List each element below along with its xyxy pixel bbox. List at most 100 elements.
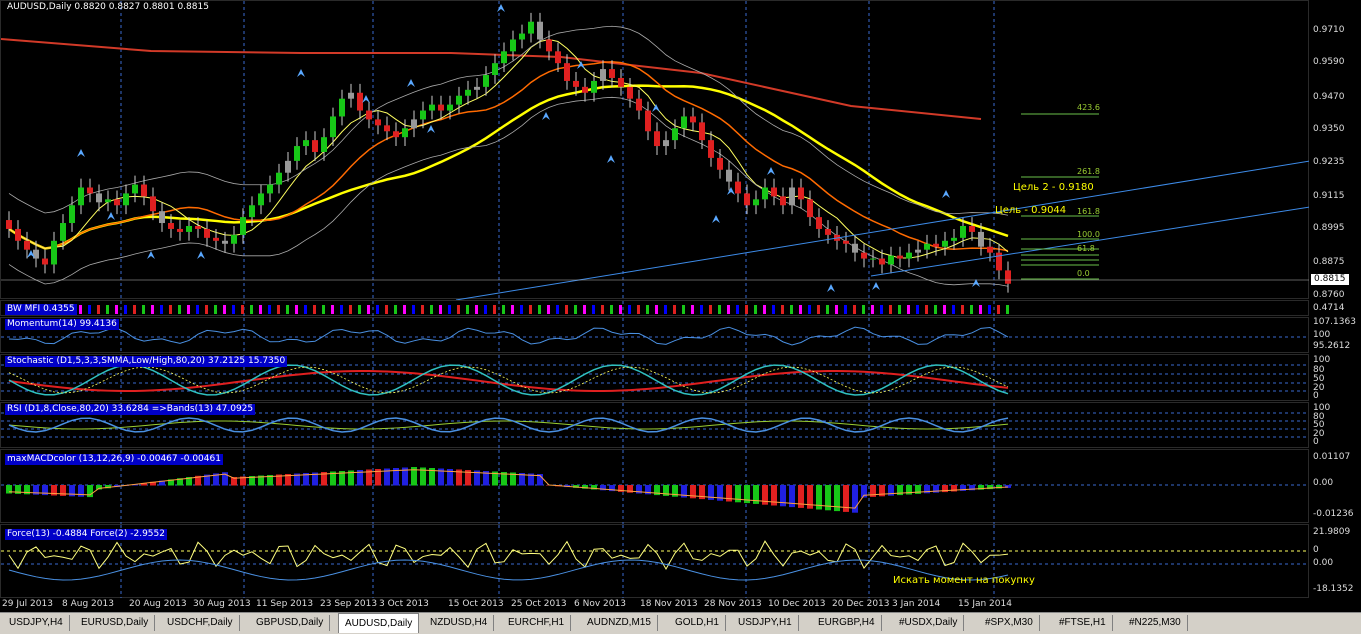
fib-261: 261.8: [1077, 167, 1100, 176]
mfi-bar: [205, 305, 208, 314]
mfi-pane[interactable]: BW MFI 0.4355: [0, 300, 1309, 317]
macd-bar: [834, 485, 840, 512]
macd-bar: [42, 485, 48, 496]
macd-pane[interactable]: maxMACDcolor (13,12,26,9) -0.00467 -0.00…: [0, 449, 1310, 524]
mfi-bar: [817, 305, 820, 314]
macd-bar: [609, 485, 615, 492]
candle-body: [393, 131, 399, 138]
macd-bar: [357, 470, 363, 486]
fractal-arrow-icon: [197, 251, 205, 259]
time-label: 28 Nov 2013: [704, 599, 762, 609]
tab--spx-m30[interactable]: #SPX,M30: [979, 615, 1040, 631]
mfi-bar: [538, 305, 541, 314]
candle-body: [582, 86, 588, 93]
mfi-bar: [673, 305, 676, 314]
mfi-bar: [322, 305, 325, 314]
candle-body: [447, 104, 453, 111]
tab-audusd-daily[interactable]: AUDUSD,Daily: [338, 613, 420, 633]
macd-bar: [789, 485, 795, 508]
rsi-tick: 100: [1313, 403, 1331, 413]
trendline: [870, 206, 1310, 277]
time-axis[interactable]: 29 Jul 2013 8 Aug 2013 20 Aug 2013 30 Aug 2…: [0, 598, 1361, 612]
candle-body: [870, 258, 876, 260]
mfi-bar: [88, 305, 91, 314]
macd-bar: [33, 485, 39, 495]
mfi-bar: [547, 305, 550, 314]
price-axis[interactable]: 0.9710 0.9590 0.9470 0.9350 0.9235 0.911…: [1309, 0, 1361, 300]
macd-bar: [393, 468, 399, 486]
macd-bar: [6, 485, 12, 494]
mfi-bar: [583, 305, 586, 314]
fib-0: 0.0: [1077, 269, 1090, 278]
candle-body: [312, 140, 318, 152]
fractal-arrow-icon: [727, 187, 735, 195]
tab-audnzd-m15[interactable]: AUDNZD,M15: [581, 615, 658, 631]
macd-tick: 0.00: [1313, 478, 1334, 488]
mfi-bar: [979, 305, 982, 314]
macd-bar: [159, 480, 165, 486]
candle-body: [636, 98, 642, 111]
stoch-tick: 50: [1313, 374, 1325, 384]
candle-body: [987, 246, 993, 253]
tab-usdchf-daily[interactable]: USDCHF,Daily: [161, 615, 240, 631]
tab-eurusd-daily[interactable]: EURUSD,Daily: [75, 615, 156, 631]
momentum-label: Momentum(14) 99.4136: [5, 319, 119, 330]
price-tick: 0.9590: [1313, 57, 1345, 67]
time-label: 6 Nov 2013: [574, 599, 626, 609]
mfi-bar: [700, 305, 703, 314]
fractal-arrow-icon: [942, 190, 950, 198]
fractal-arrow-icon: [972, 279, 980, 287]
tab-usdjpy-h4[interactable]: USDJPY,H4: [3, 615, 70, 631]
force-pane[interactable]: Force(13) -0.4884 Force(2) -2.9552 Искат…: [0, 524, 1310, 599]
time-label: 23 Sep 2013: [320, 599, 378, 609]
mfi-bar: [610, 305, 613, 314]
candle-body: [15, 228, 21, 241]
force-tick: -18.1352: [1313, 584, 1354, 594]
mfi-bar: [745, 305, 748, 314]
macd-bar: [969, 485, 975, 491]
tab-eurchf-h1[interactable]: EURCHF,H1: [502, 615, 572, 631]
fractal-arrow-icon: [542, 112, 550, 120]
mfi-bar: [421, 305, 424, 314]
fib-161: 161.8: [1077, 207, 1100, 216]
candle-body: [285, 160, 291, 173]
mfi-bar: [862, 305, 865, 314]
ma-200-line: [1, 38, 982, 120]
stochastic-pane[interactable]: Stochastic (D1,5,3,3,SMMA,Low/High,80,20…: [0, 354, 1310, 402]
candle-body: [555, 51, 561, 64]
fractal-arrow-icon: [427, 125, 435, 133]
macd-bar: [60, 485, 66, 496]
momentum-line: [8, 326, 1009, 346]
fib-423: 423.6: [1077, 103, 1100, 112]
ma-yellow-line: [8, 84, 1009, 250]
candle-body: [384, 125, 390, 132]
fib-100: 100.0: [1077, 230, 1100, 239]
tab--usdx-daily[interactable]: #USDX,Daily: [893, 615, 965, 631]
tab-usdjpy-h1[interactable]: USDJPY,H1: [732, 615, 799, 631]
trendline: [455, 160, 1310, 300]
macd-bar: [897, 485, 903, 496]
macd-bar: [510, 472, 516, 486]
macd-bar: [735, 485, 741, 503]
candle-body: [267, 184, 273, 194]
mfi-bar: [511, 305, 514, 314]
macd-bar: [195, 475, 201, 486]
rsi-pane[interactable]: RSI (D1,8,Close,80,20) 33.6284 =>Bands(1…: [0, 402, 1310, 449]
tab-gbpusd-daily[interactable]: GBPUSD,Daily: [250, 615, 331, 631]
tab-gold-h1[interactable]: GOLD,H1: [669, 615, 726, 631]
macd-bar: [303, 473, 309, 486]
force-axis: 21.9809 0 0.00 -18.1352: [1309, 524, 1361, 598]
tab-nzdusd-h4[interactable]: NZDUSD,H4: [424, 615, 495, 631]
main-chart-pane[interactable]: AUDUSD,Daily 0.8820 0.8827 0.8801 0.8815…: [0, 0, 1310, 300]
candle-body: [159, 211, 165, 224]
tab--n225-m30[interactable]: #N225,M30: [1123, 615, 1188, 631]
fractal-arrow-icon: [497, 4, 505, 12]
mfi-bar: [133, 305, 136, 314]
force-note: Искать момент на покупку: [893, 575, 1035, 586]
macd-bar: [717, 485, 723, 501]
tab-eurgbp-h4[interactable]: EURGBP,H4: [812, 615, 882, 631]
macd-bar: [528, 473, 534, 486]
macd-bar: [645, 485, 651, 495]
momentum-pane[interactable]: Momentum(14) 99.4136: [0, 317, 1310, 354]
tab--ftse-h1[interactable]: #FTSE,H1: [1053, 615, 1113, 631]
